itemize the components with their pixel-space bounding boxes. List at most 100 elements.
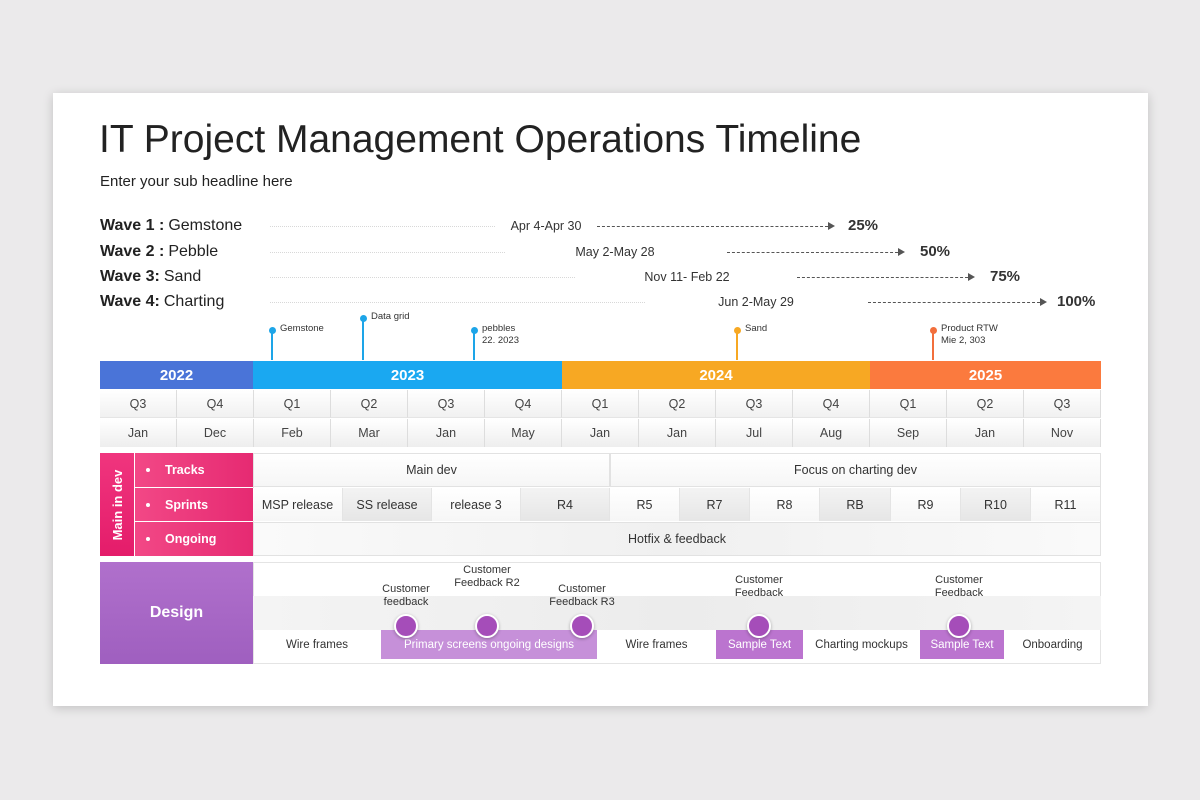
quarter: Q3 [1024,390,1101,418]
wave-id: Wave 1 : [100,217,165,234]
feedback-dot [570,614,594,638]
wave-name: Charting [163,293,225,310]
sprint: R5 [610,488,680,521]
quarter: Q3 [408,390,485,418]
wave-percent: 75% [990,268,1021,285]
month: Jan [562,419,639,447]
wave-track [270,252,505,253]
wave-id: Wave 4: [100,293,160,310]
feedback-label: feedback [383,596,429,608]
year: 2025 [870,361,1101,389]
quarter: Q1 [254,390,331,418]
milestone-stem [473,330,475,360]
sprint: SS release [343,488,432,521]
design-item: Sample Text [716,630,803,659]
bullet [146,537,150,541]
wave-track [270,302,645,303]
wave-dates: May 2-May 28 [575,245,655,259]
milestone-dot [470,326,478,334]
milestone-label: pebbles [482,323,516,334]
feedback-label: Customer [558,583,606,595]
dev-row [135,453,253,487]
bullet [146,468,150,472]
design-item: Primary screens ongoing designs [381,630,597,659]
title: IT Project Management Operations Timelin… [99,118,862,161]
dev-row-label: Sprints [165,497,209,512]
sprint: release 3 [432,488,521,521]
month: Jan [639,419,716,447]
quarter: Q2 [947,390,1024,418]
milestone-label: Mie 2, 303 [941,335,986,346]
wave-dates: Jun 2-May 29 [718,295,794,309]
bullet [146,502,150,507]
arrow-head [828,222,835,230]
arrow-head [1040,298,1047,306]
wave-track [270,277,575,278]
dev-label: Main in dev [109,469,125,540]
milestone-label: Sand [745,323,768,334]
wave-label: Wave 2 : Pebble [100,242,270,262]
feedback-dot [947,614,971,638]
feedback-label: Feedback R3 [549,596,615,608]
milestone-dot [929,326,937,334]
milestone-label: Product RTW [941,323,998,334]
design-item: Onboarding [1022,638,1083,651]
milestone-stem [736,330,738,360]
year: 2024 [562,361,870,389]
feedback-label: Feedback R2 [454,577,520,589]
wave-id: Wave 3: [100,268,160,285]
quarter: Q4 [793,390,870,418]
feedback-dot [394,614,418,638]
feedback-label: Customer [935,574,983,586]
wave-id: Wave 2 : [100,243,165,260]
month: Mar [331,419,408,447]
wave-percent: 25% [848,217,879,234]
sprint: RB [820,488,891,521]
month: Feb [254,419,331,447]
wave-percent: 100% [1057,293,1096,310]
wave-arrow [597,226,828,227]
quarter: Q2 [331,390,408,418]
feedback-label: Customer [382,583,430,595]
quarter: Q4 [177,390,254,418]
wave-track [270,226,495,227]
month: Jul [716,419,793,447]
year: 2023 [253,361,562,389]
milestone-stem [362,318,364,360]
dev-row [135,522,253,556]
subtitle: Enter your sub headline here [100,173,293,190]
quarter: Q4 [485,390,562,418]
month: Jan [100,419,177,447]
design-item: Wire frames [286,638,348,651]
month: Nov [1024,419,1101,447]
arrow-head [898,248,905,256]
month: Aug [793,419,870,447]
sprint: R11 [1031,488,1101,521]
design-label: Design [100,562,253,664]
wave-arrow [868,302,1040,303]
quarter: Q2 [639,390,716,418]
sprint: R4 [521,488,610,521]
track: Main dev [253,453,610,487]
sprint: R7 [680,488,750,521]
sprint: MSP release [253,488,343,521]
wave-name: Pebble [168,243,219,260]
wave-dates: Apr 4-Apr 30 [510,219,582,233]
dev-label-box [100,453,134,556]
year: 2022 [100,361,253,389]
milestone-dot [359,314,367,322]
arrow-head [968,273,975,281]
dev-row [135,488,253,521]
wave-name: Gemstone [168,217,243,234]
feedback-label: Customer [463,564,511,576]
design-item: Charting mockups [815,638,908,651]
dev-row-label: Tracks [165,463,205,477]
quarter: Q3 [716,390,793,418]
quarter: Q3 [100,390,177,418]
month: Dec [177,419,254,447]
sprint: R9 [891,488,961,521]
milestone-label: Data grid [371,311,410,322]
milestone-stem [271,330,273,360]
feedback-label: Customer [735,574,783,586]
